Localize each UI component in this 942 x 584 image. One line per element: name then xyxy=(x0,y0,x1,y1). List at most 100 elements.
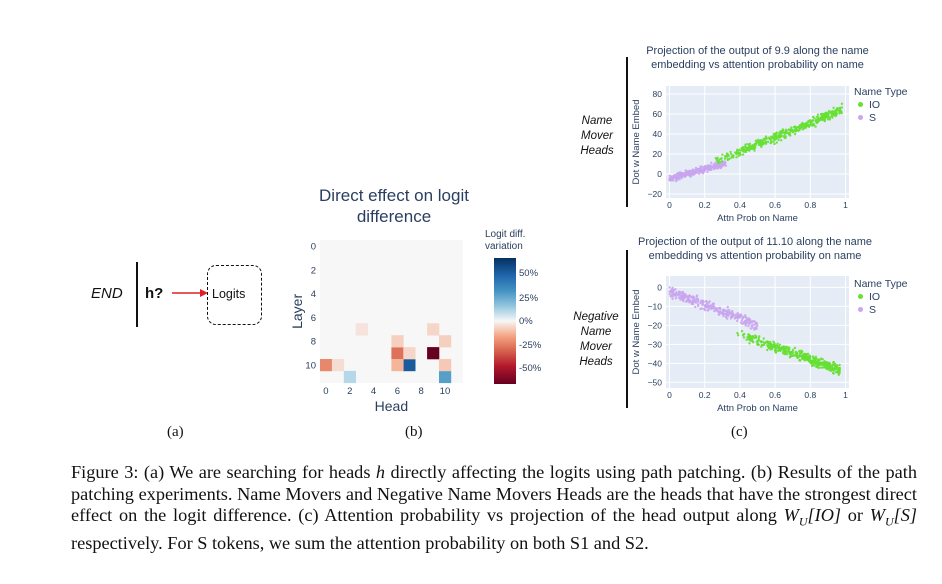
s-point xyxy=(709,304,712,307)
io-point xyxy=(816,113,820,116)
x-tick-label: 0 xyxy=(323,386,328,397)
colorbar-tick: 25% xyxy=(519,293,539,304)
io-point xyxy=(759,139,762,142)
colorbar-title: Logit diff. variation xyxy=(485,229,525,253)
s-point xyxy=(677,294,680,297)
x-tick-label: 0.6 xyxy=(769,390,781,400)
io-point xyxy=(832,372,835,375)
s-point xyxy=(710,166,713,169)
s-point xyxy=(694,305,697,309)
x-tick-label: 0 xyxy=(667,390,672,400)
io-point xyxy=(736,331,739,335)
io-point xyxy=(778,134,781,137)
io-point xyxy=(790,126,793,129)
io-point xyxy=(780,139,783,142)
s-point xyxy=(724,315,728,319)
s-point xyxy=(721,310,725,314)
io-point xyxy=(836,366,839,369)
s-point xyxy=(696,299,699,302)
s-point xyxy=(739,321,743,324)
s-point xyxy=(706,165,710,169)
s-point xyxy=(678,291,681,295)
io-point xyxy=(791,128,794,131)
io-point xyxy=(764,136,767,140)
io-point xyxy=(774,351,778,354)
heatmap-cell xyxy=(439,359,452,372)
y-tick-label: 80 xyxy=(653,89,663,99)
y-tick-label: 40 xyxy=(653,129,663,139)
s-point xyxy=(679,171,683,175)
heatmap-cell xyxy=(343,370,356,384)
s-point xyxy=(723,308,726,312)
io-point xyxy=(787,128,791,131)
io-point xyxy=(791,350,794,354)
io-point xyxy=(777,138,780,142)
s-point xyxy=(713,309,716,313)
legend-s: S xyxy=(854,112,908,125)
top-side-divider xyxy=(626,57,628,207)
caption-part: Figure 3: (a) We are searching for heads xyxy=(71,462,376,482)
io-point xyxy=(828,368,831,372)
heatmap-cell xyxy=(320,359,333,372)
io-point xyxy=(748,336,752,340)
io-point xyxy=(763,138,767,142)
io-point xyxy=(784,136,787,140)
side-label-line: Negative xyxy=(573,311,619,323)
io-point xyxy=(781,129,784,133)
legend-s: S xyxy=(854,304,908,317)
io-point xyxy=(805,352,809,356)
io-point xyxy=(762,337,765,340)
io-point xyxy=(788,132,791,136)
heatmap-cell xyxy=(391,359,404,372)
io-point xyxy=(735,156,738,159)
io-point xyxy=(766,340,769,343)
io-point xyxy=(786,350,790,353)
s-point xyxy=(711,307,715,310)
figure-caption: Figure 3: (a) We are searching for heads… xyxy=(71,462,917,555)
s-point xyxy=(669,295,672,298)
io-point xyxy=(801,353,805,357)
io-point xyxy=(830,366,834,369)
s-point xyxy=(744,315,748,319)
top-scatter-title: Projection of the output of 9.9 along th… xyxy=(615,44,900,72)
io-point xyxy=(823,363,827,366)
s-point xyxy=(684,174,688,177)
caption-ws-arg: [S] xyxy=(893,505,917,526)
s-point xyxy=(676,176,679,179)
legend-io-marker xyxy=(858,102,863,107)
io-point xyxy=(788,346,791,350)
io-point xyxy=(793,346,797,350)
io-point xyxy=(747,333,751,336)
y-tick-label: 4 xyxy=(311,289,316,300)
io-point xyxy=(797,125,801,128)
io-point xyxy=(731,154,735,157)
io-point xyxy=(801,350,804,353)
io-point xyxy=(795,351,798,354)
io-point xyxy=(772,140,775,143)
caption-wio-sub: U xyxy=(798,514,808,529)
io-point xyxy=(810,364,814,368)
io-point xyxy=(785,353,789,356)
s-point xyxy=(748,322,751,326)
io-point xyxy=(748,342,751,345)
y-tick-label: 20 xyxy=(653,149,663,159)
io-point xyxy=(798,349,801,353)
s-point xyxy=(715,167,719,170)
io-point xyxy=(803,354,807,357)
io-point xyxy=(741,334,745,337)
x-tick-label: 6 xyxy=(395,386,400,397)
io-point xyxy=(714,156,718,160)
io-point xyxy=(814,125,817,128)
io-point xyxy=(793,132,797,136)
plot-background xyxy=(666,276,849,388)
x-tick-label: 0.6 xyxy=(769,200,781,210)
s-point xyxy=(731,312,734,316)
y-tick-label: 8 xyxy=(311,337,316,348)
io-point xyxy=(822,112,825,116)
top-title-line2: embedding vs attention probability on na… xyxy=(651,59,864,71)
legend-io: IO xyxy=(854,291,908,304)
s-point xyxy=(745,322,748,325)
s-point xyxy=(747,324,750,328)
x-tick-label: 0.8 xyxy=(804,390,816,400)
s-point xyxy=(701,172,705,175)
